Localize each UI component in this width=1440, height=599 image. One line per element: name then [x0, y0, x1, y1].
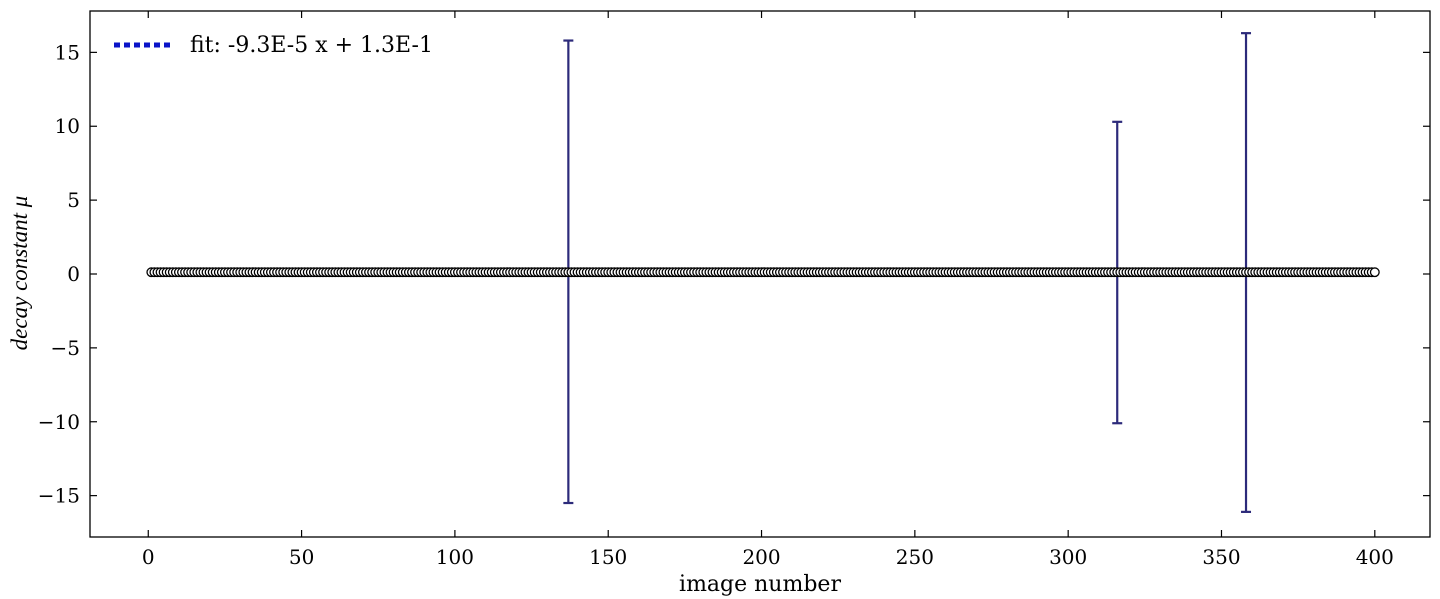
y-tick-label: 15	[55, 40, 80, 64]
x-tick-label: 100	[436, 545, 474, 569]
x-tick-label: 50	[289, 545, 314, 569]
x-tick-label: 200	[742, 545, 780, 569]
x-tick-label: 250	[896, 545, 934, 569]
legend: fit: -9.3E-5 x + 1.3E-1	[114, 33, 433, 58]
legend-label-fit: fit: -9.3E-5 x + 1.3E-1	[190, 33, 433, 58]
data-point	[1369, 267, 1380, 278]
x-tick-label: 350	[1202, 545, 1240, 569]
y-tick-label: −5	[51, 336, 80, 360]
x-tick-label: 0	[142, 545, 155, 569]
x-tick-label: 150	[589, 545, 627, 569]
axes-layer: 0 50 100 150 200 250 300 350 400 −15 −10 −5 0 5 10 15	[38, 10, 1431, 569]
plot-layer	[146, 32, 1380, 513]
y-tick-label: 5	[67, 188, 80, 212]
y-tick-label: −15	[38, 484, 80, 508]
x-axis-label: image number	[679, 572, 841, 597]
y-tick-label: −10	[38, 410, 80, 434]
y-tick-label: 10	[55, 114, 80, 138]
x-tick-label: 400	[1356, 545, 1394, 569]
x-tick-label: 300	[1049, 545, 1087, 569]
y-axis-label: decay constant μ	[7, 196, 32, 351]
y-tick-label: 0	[67, 262, 80, 286]
